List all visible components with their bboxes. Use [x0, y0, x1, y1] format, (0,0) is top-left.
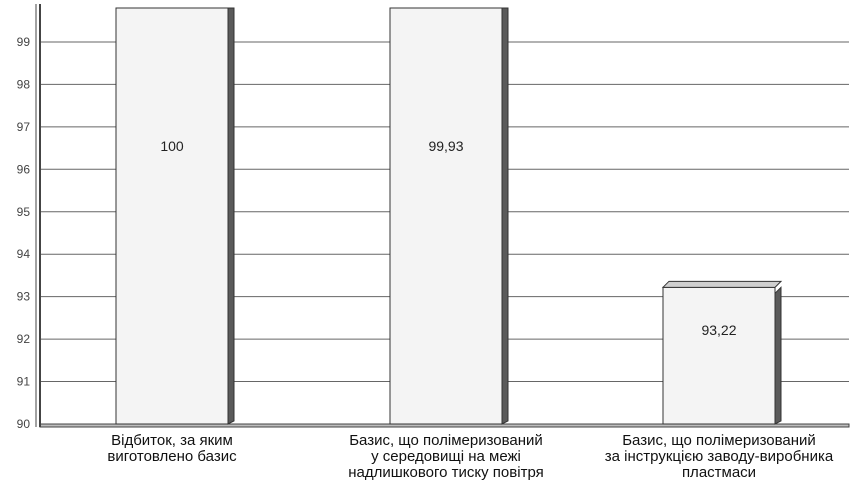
value-labels: 100 99,93 93,22	[160, 138, 736, 338]
category-label-line: Базис, що полімеризований	[622, 432, 816, 449]
bar-value-label: 100	[160, 138, 184, 154]
y-tick-label: 99	[17, 35, 31, 49]
bar-side-face	[501, 7, 509, 425]
bar-value-label: 99,93	[428, 138, 463, 154]
category-label-line: надлишкового тиску повітря	[348, 464, 544, 481]
bar-3	[661, 280, 783, 425]
category-label-line: пластмаси	[682, 464, 756, 481]
y-tick-label: 90	[17, 417, 31, 431]
bar-value-label: 93,22	[701, 322, 736, 338]
bar-front-face	[115, 7, 229, 425]
bar-top-face	[661, 280, 783, 288]
y-tick-label: 92	[17, 332, 31, 346]
category-label-line: виготовлено базис	[107, 448, 237, 465]
category-label-line: Базис, що полімеризований	[349, 432, 543, 449]
y-tick-label: 97	[17, 120, 31, 134]
bar-front-face	[389, 7, 503, 425]
y-tick-label: 94	[17, 247, 31, 261]
y-axis	[35, 4, 41, 427]
bar-front-face	[662, 286, 776, 425]
bar-1	[115, 7, 235, 425]
bar-side-face	[774, 286, 782, 425]
bar-side-face	[227, 7, 235, 425]
category-label-line: за інструкцією заводу-виробника	[605, 448, 834, 465]
y-tick-label: 93	[17, 290, 31, 304]
category-label-line: Відбиток, за яким	[111, 432, 233, 449]
y-tick-label: 96	[17, 162, 31, 176]
bars	[115, 7, 783, 425]
y-tick-label: 95	[17, 205, 31, 219]
y-tick-label: 91	[17, 375, 31, 389]
y-tick-label: 98	[17, 77, 31, 91]
bar-2	[389, 7, 509, 425]
category-label-line: у середовищі на межі	[371, 448, 521, 465]
y-tick-labels: 90 91 92 93 94 95 96 97 98 99	[17, 35, 31, 431]
